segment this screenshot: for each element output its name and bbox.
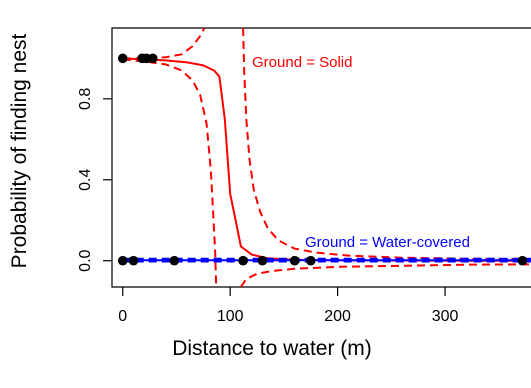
confidence-band-line-4 xyxy=(240,263,531,287)
x-axis-label: Distance to water (m) xyxy=(172,337,372,360)
x-tick-label: 200 xyxy=(324,308,351,325)
data-point xyxy=(117,53,128,64)
data-point xyxy=(169,255,180,266)
series-line-ground-solid xyxy=(122,57,531,262)
x-tick-label: 300 xyxy=(432,308,459,325)
y-tick-label: 0.4 xyxy=(77,169,94,191)
x-tick-label: 100 xyxy=(217,308,244,325)
data-point xyxy=(289,255,300,266)
data-point xyxy=(128,255,139,266)
plot-frame xyxy=(111,27,531,288)
y-tick-label: 0.0 xyxy=(77,249,94,271)
data-point xyxy=(257,255,268,266)
data-point xyxy=(148,53,158,64)
confidence-band-line-3 xyxy=(242,28,531,261)
annotation-ground-solid: Ground = Solid xyxy=(252,54,352,71)
confidence-band-line-1 xyxy=(122,28,206,60)
x-tick-label: 0 xyxy=(118,308,127,325)
data-point xyxy=(117,255,128,266)
data-point xyxy=(517,255,528,266)
data-point xyxy=(305,255,316,266)
annotation-ground-water-covered: Ground = Water-covered xyxy=(305,234,470,251)
y-tick-label: 0.8 xyxy=(77,88,94,110)
data-point xyxy=(238,255,248,266)
y-axis-label: Probability of finding nest xyxy=(8,34,31,269)
confidence-band-line-2 xyxy=(122,58,218,287)
